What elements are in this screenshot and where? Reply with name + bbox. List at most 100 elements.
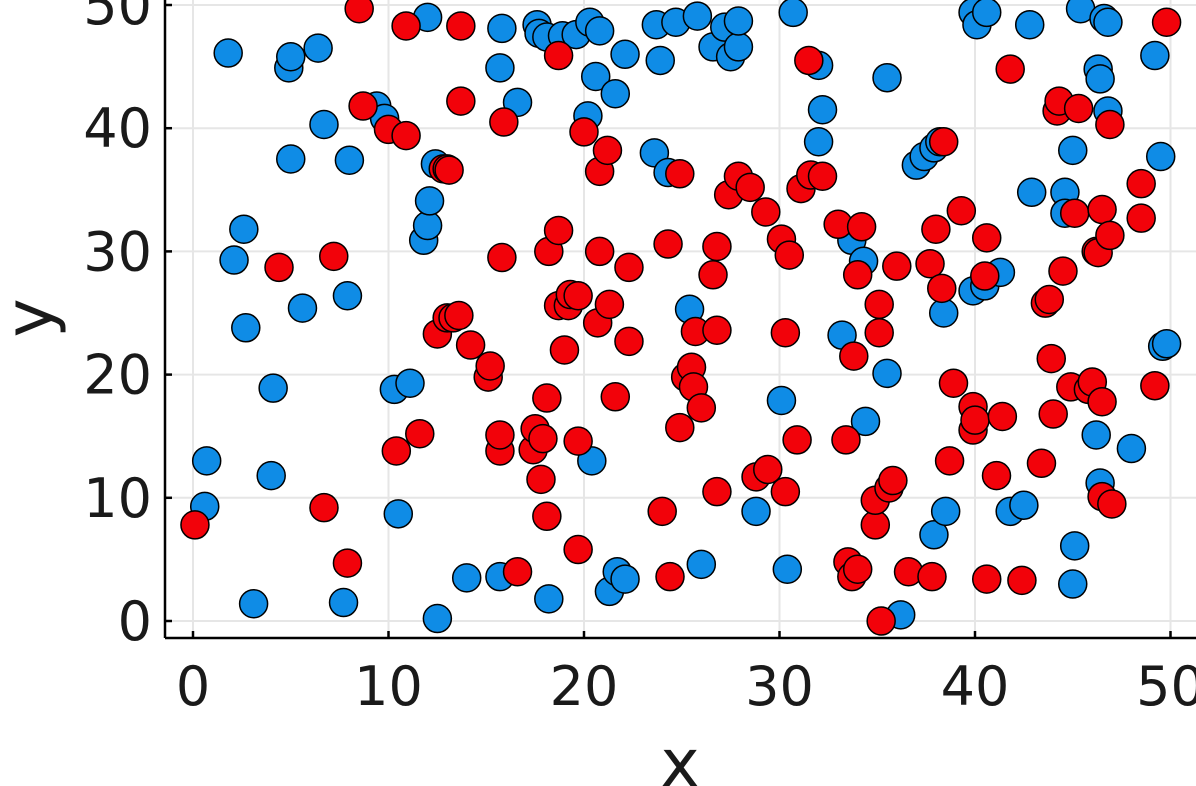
scatter-point-series-2: [485, 420, 515, 450]
scatter-point-series-1: [412, 210, 443, 241]
scatter-point-series-2: [309, 492, 339, 523]
scatter-point-series-1: [534, 584, 564, 614]
scatter-point-series-2: [653, 229, 683, 259]
scatter-point-series-1: [451, 563, 482, 593]
scatter-point-series-2: [348, 91, 378, 121]
scatter-point-series-2: [614, 252, 644, 283]
scatter-point-series-2: [563, 281, 593, 311]
scatter-point-series-2: [444, 300, 474, 331]
x-tick-label: 10: [354, 655, 423, 718]
x-tick-label: 50: [1136, 655, 1196, 718]
scatter-point-series-1: [414, 186, 445, 216]
scatter-point-series-1: [258, 373, 288, 403]
scatter-point-series-2: [846, 212, 877, 242]
scatter-point-series-1: [487, 13, 517, 44]
scatter-point-series-2: [592, 135, 623, 166]
scatter-point-series-2: [526, 464, 556, 495]
scatter-point-series-2: [391, 120, 421, 151]
scatter-point-series-1: [328, 587, 359, 618]
scatter-point-series-2: [569, 117, 599, 147]
scatter-point-series-2: [1059, 198, 1090, 228]
scatter-point-series-1: [600, 78, 631, 109]
scatter-point-series-1: [723, 6, 754, 36]
scatter-point-series-2: [864, 317, 894, 348]
scatter-point-series-2: [332, 548, 363, 578]
scatter-point-series-2: [971, 564, 1002, 594]
scatter-point-series-2: [1034, 284, 1065, 315]
scatter-point-series-1: [610, 39, 640, 70]
scatter-point-series-2: [647, 496, 677, 527]
scatter-point-series-1: [850, 406, 881, 437]
scatter-point-series-1: [276, 144, 306, 174]
scatter-point-series-2: [839, 341, 869, 371]
scatter-point-series-2: [1097, 489, 1127, 519]
scatter-point-series-1: [580, 61, 611, 92]
scatter-point-series-2: [702, 315, 732, 345]
scatter-point-series-2: [938, 368, 969, 398]
x-tick-label: 20: [550, 655, 619, 718]
scatter-point-series-2: [1087, 386, 1117, 417]
scatter-point-series-2: [381, 436, 412, 466]
scatter-point-series-2: [489, 107, 519, 137]
scatter-point-series-2: [1048, 256, 1078, 286]
scatter-point-series-2: [319, 241, 349, 272]
scatter-point-series-1: [238, 589, 269, 619]
scatter-point-series-2: [995, 54, 1025, 84]
scatter-point-series-1: [971, 0, 1002, 28]
scatter-point-series-2: [614, 326, 644, 357]
scatter-point-series-2: [528, 423, 558, 454]
scatter-point-series-2: [864, 289, 894, 320]
scatter-point-series-2: [934, 446, 965, 476]
scatter-point-series-2: [655, 561, 685, 592]
scatter-point-series-2: [1095, 220, 1125, 251]
scatter-point-series-1: [309, 109, 339, 140]
scatter-point-series-2: [543, 40, 574, 71]
scatter-point-series-2: [751, 197, 781, 227]
scatter-point-series-1: [872, 358, 902, 389]
scatter-point-series-2: [665, 159, 695, 189]
scatter-point-series-2: [698, 260, 728, 290]
scatter-point-series-1: [930, 496, 961, 527]
scatter-point-series-2: [665, 412, 695, 443]
scatter-point-series-1: [928, 298, 959, 328]
scatter-point-series-2: [702, 476, 732, 507]
y-tick-label: 30: [83, 220, 152, 283]
scatter-point-series-1: [219, 245, 249, 275]
y-tick-label: 10: [83, 467, 152, 530]
scatter-point-series-1: [191, 446, 222, 476]
scatter-point-series-2: [878, 465, 908, 496]
scatter-point-series-2: [842, 260, 873, 290]
scatter-point-series-2: [446, 11, 476, 41]
scatter-point-series-2: [928, 127, 959, 157]
scatter-point-series-2: [866, 606, 896, 636]
scatter-point-series-1: [1145, 141, 1176, 172]
scatter-point-series-2: [915, 248, 945, 279]
scatter-point-series-1: [645, 45, 675, 76]
x-tick-label: 0: [176, 655, 210, 718]
scatter-point-series-1: [485, 53, 515, 83]
data-points: [180, 0, 1182, 636]
scatter-point-series-2: [927, 273, 957, 304]
scatter-point-series-2: [532, 501, 562, 532]
scatter-point-series-2: [860, 510, 891, 540]
scatter-point-series-2: [1087, 194, 1117, 225]
scatter-point-series-2: [1126, 203, 1156, 233]
scatter-point-series-1: [303, 33, 333, 63]
scatter-point-series-1: [919, 520, 949, 550]
scatter-point-series-2: [770, 317, 801, 348]
scatter-point-series-1: [766, 385, 797, 416]
scatter-point-series-2: [1036, 343, 1066, 374]
scatter-point-series-2: [594, 289, 625, 320]
y-tick-label: 20: [83, 344, 152, 407]
scatter-point-series-1: [610, 564, 640, 594]
scatter-point-series-2: [807, 161, 838, 191]
scatter-point-series-1: [334, 145, 365, 175]
scatter-point-series-2: [1063, 93, 1094, 124]
scatter-point-series-1: [1151, 329, 1182, 359]
scatter-point-series-2: [543, 215, 574, 246]
scatter-point-series-1: [723, 32, 754, 62]
scatter-point-series-2: [702, 231, 732, 262]
scatter-point-series-2: [917, 561, 947, 592]
scatter-point-series-2: [549, 335, 580, 365]
